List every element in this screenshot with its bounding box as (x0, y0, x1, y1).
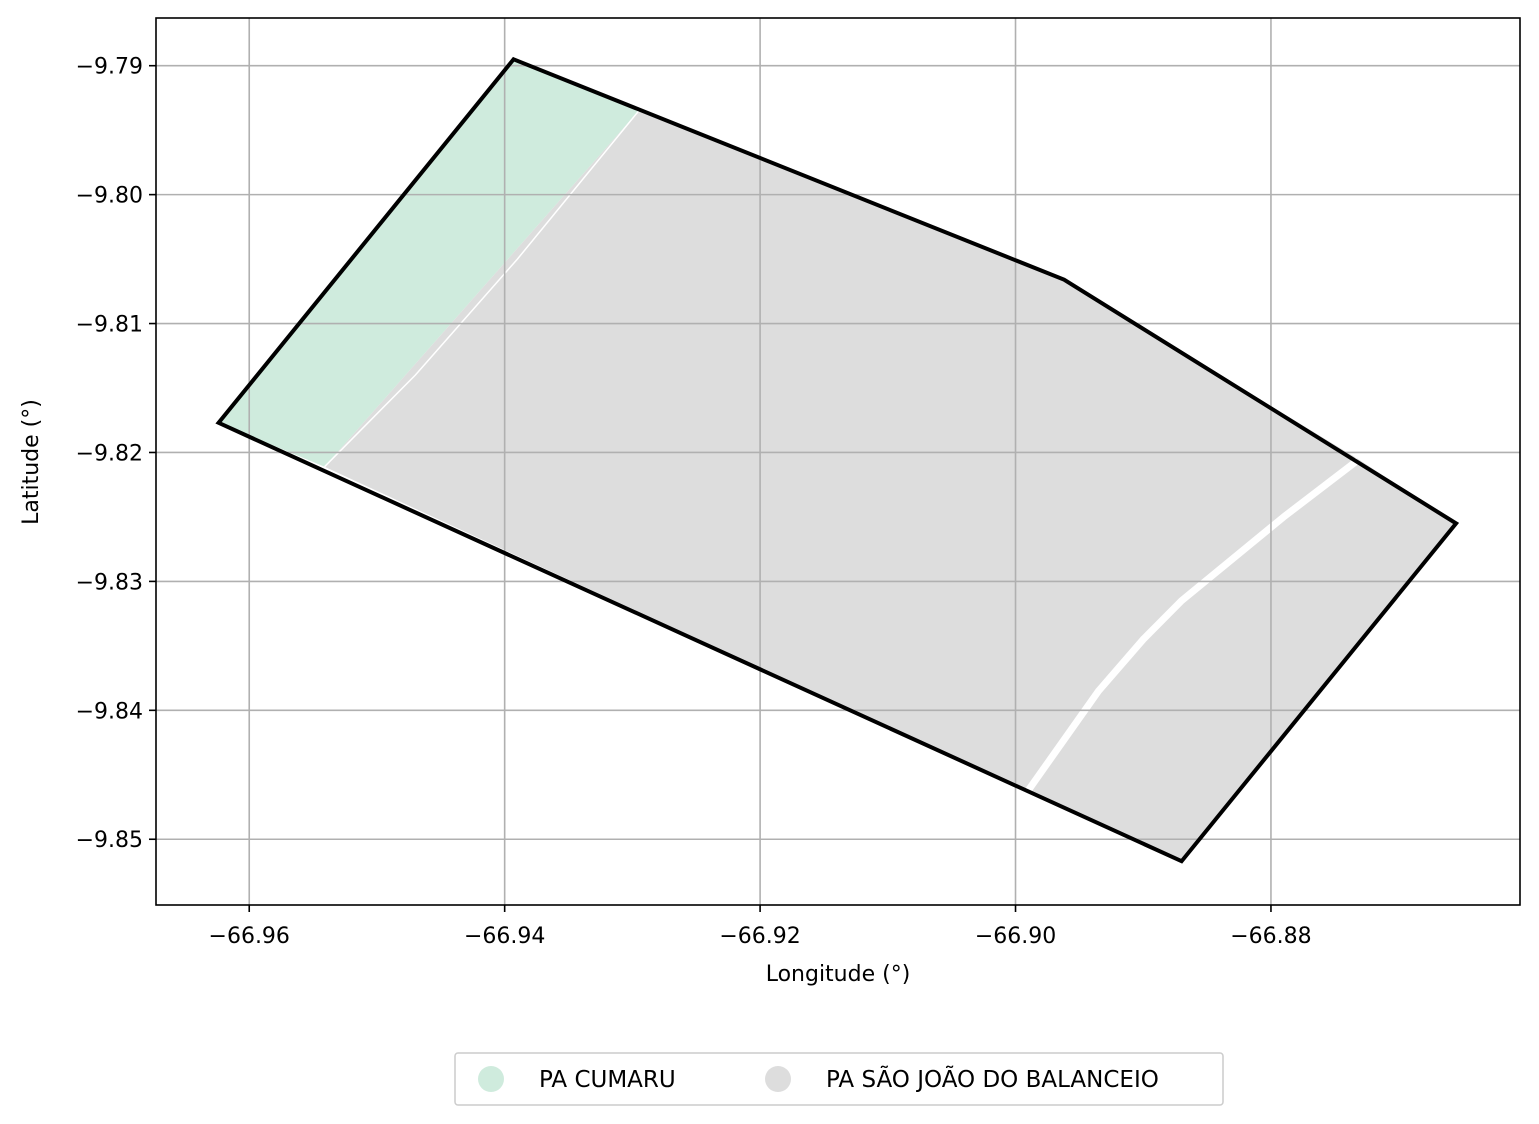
settlement-boundary-outline (215, 56, 1460, 864)
legend-marker-pa-cumaru (478, 1066, 504, 1092)
legend-frame (454, 1052, 1224, 1106)
legend-label-pa-cumaru: PA CUMARU (539, 1067, 676, 1093)
x-tick-label: −66.92 (719, 924, 800, 949)
y-tick-label: −9.83 (76, 570, 143, 595)
inner-boundary-line-2 (1025, 457, 1360, 793)
y-tick-label: −9.80 (76, 184, 143, 209)
legend-label-pa-sao-joao-do-balanceio: PA SÃO JOÃO DO BALANCEIO (826, 1065, 1159, 1093)
y-tick-label: −9.85 (76, 828, 143, 853)
region-pa-cumaru (218, 59, 639, 467)
x-tick-label: −66.96 (209, 924, 290, 949)
x-axis-label: Longitude (°) (766, 962, 911, 987)
legend: PA CUMARU PA SÃO JOÃO DO BALANCEIO (454, 1052, 1224, 1106)
x-tick-label: −66.88 (1230, 924, 1311, 949)
x-tick-label: −66.90 (975, 924, 1056, 949)
legend-marker-pa-sao-joao-do-balanceio (765, 1066, 791, 1092)
y-tick-label: −9.84 (76, 699, 143, 724)
y-axis-label: Latitude (°) (19, 399, 44, 525)
x-tick-label: −66.94 (464, 924, 545, 949)
region-pa-sao-joao-do-balanceio (324, 110, 1457, 862)
plot-frame (155, 17, 1521, 906)
y-tick-label: −9.81 (76, 313, 143, 338)
y-tick-label: −9.82 (76, 441, 143, 466)
y-tick-label: −9.79 (76, 55, 143, 80)
inner-boundary-line-1 (324, 110, 640, 468)
